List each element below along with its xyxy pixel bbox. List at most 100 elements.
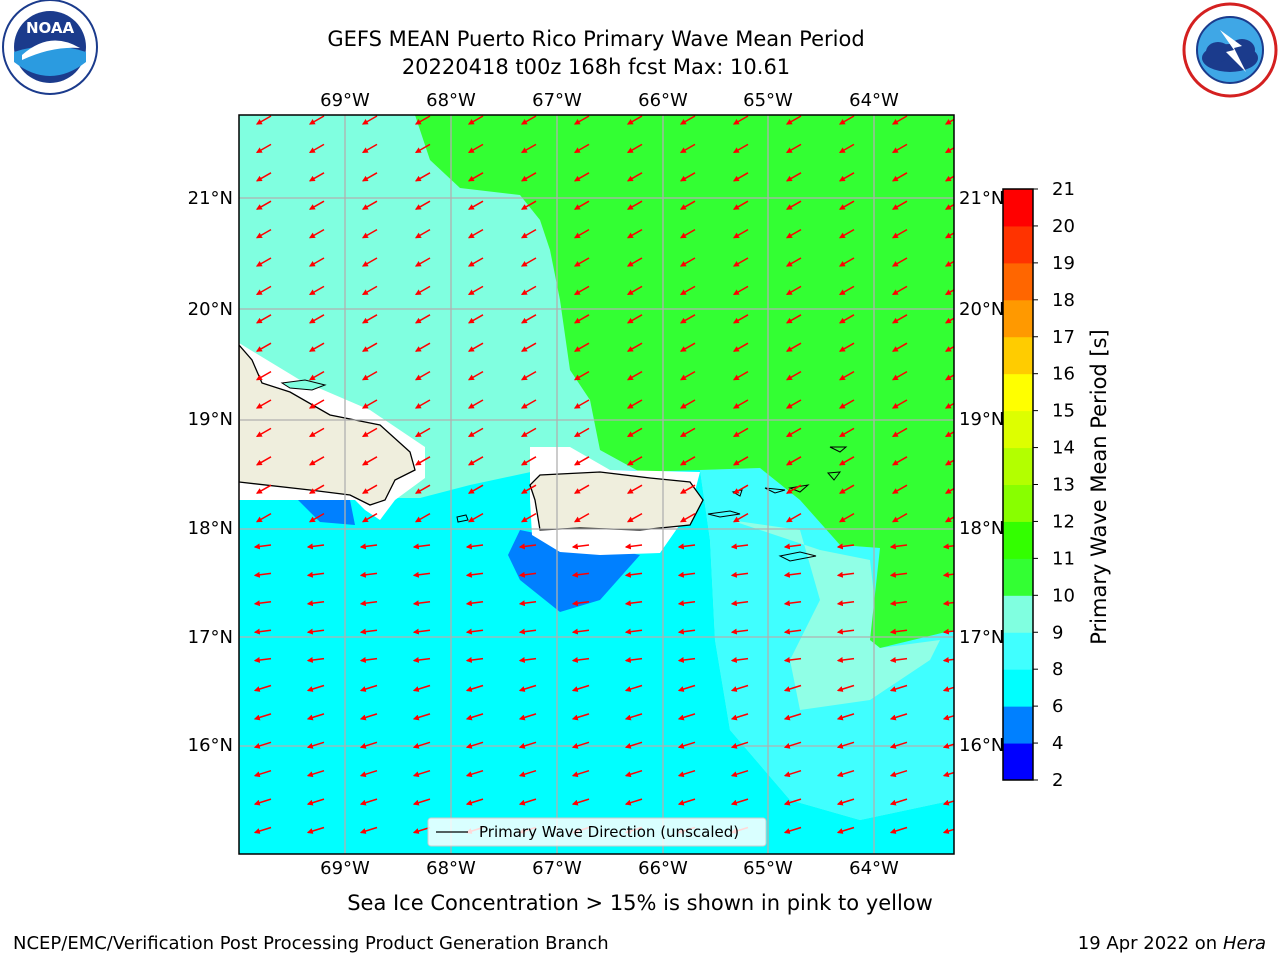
wave-arrow <box>412 543 431 550</box>
st-croix-island <box>778 551 817 562</box>
wave-arrow <box>944 317 954 324</box>
wave-arrow <box>624 798 643 806</box>
wave-arrow <box>306 798 325 806</box>
wave-arrow <box>520 484 537 494</box>
wave-arrow <box>783 826 802 834</box>
wave-arrow <box>889 713 908 721</box>
wave-arrow <box>573 314 590 324</box>
wave-arrow <box>308 456 325 466</box>
wave-arrow <box>571 713 590 721</box>
wave-arrow <box>467 399 484 409</box>
wave-arrow <box>306 628 325 635</box>
wave-arrow <box>467 512 484 523</box>
wave-arrow <box>253 657 272 663</box>
wave-arrow <box>412 798 431 806</box>
wave-arrow <box>942 628 954 635</box>
wave-arrow <box>253 826 272 834</box>
map-legend: Primary Wave Direction (unscaled) <box>427 817 767 847</box>
wave-arrow <box>465 628 484 635</box>
colorbar-tick-label: 21 <box>1052 179 1075 200</box>
wave-arrow <box>626 484 643 494</box>
wave-arrow <box>942 828 954 834</box>
wave-arrow <box>361 143 378 154</box>
wave-arrow <box>838 143 855 154</box>
wave-arrow <box>730 713 749 721</box>
wave-arrow <box>942 600 954 607</box>
wave-arrow <box>361 484 378 494</box>
wave-arrow <box>467 370 484 381</box>
map-frame <box>238 114 955 855</box>
wave-arrow <box>679 456 696 466</box>
wave-arrow <box>838 484 855 494</box>
sombrero-island <box>829 446 848 453</box>
wave-arrow <box>891 314 908 324</box>
wave-arrow <box>785 427 802 438</box>
lon-label-top-65w: 65°W <box>743 90 793 111</box>
wave-arrow <box>467 314 484 324</box>
colorbar-label: Primary Wave Mean Period [s] <box>1087 329 1111 645</box>
wave-arrow <box>732 314 749 324</box>
wave-arrow <box>412 684 431 692</box>
wave-arrow <box>679 228 696 239</box>
wave-arrow <box>785 456 802 466</box>
wave-arrow <box>467 143 484 154</box>
wave-arrow <box>255 512 272 523</box>
colorbar-tick-label: 18 <box>1052 290 1075 311</box>
wave-arrow <box>889 657 908 663</box>
wave-arrow <box>573 370 590 381</box>
wave-arrow <box>361 399 378 409</box>
wave-arrow <box>573 257 590 267</box>
wave-arrow <box>255 427 272 438</box>
wave-arrow <box>414 399 431 409</box>
wave-arrow <box>414 427 431 438</box>
wave-arrow <box>414 115 431 125</box>
wave-arrow <box>573 228 590 239</box>
wave-arrow <box>679 143 696 154</box>
nws-logo <box>1182 2 1278 98</box>
wave-arrow <box>518 684 537 692</box>
wave-arrow <box>308 172 325 182</box>
wave-arrow <box>414 257 431 267</box>
wave-arrow <box>785 484 802 494</box>
footer-host: Hera <box>1222 933 1266 954</box>
colorbar-segment <box>1003 410 1033 449</box>
wave-arrow <box>626 342 643 352</box>
lat-label-right-18n: 18°N <box>959 518 1004 539</box>
wave-arrow <box>838 370 855 381</box>
wave-arrow <box>836 684 855 692</box>
wave-arrow <box>677 684 696 692</box>
lon-label-bottom-66w: 66°W <box>638 858 688 879</box>
wave-arrow <box>414 370 431 381</box>
wave-arrow <box>889 571 908 578</box>
wave-arrow <box>679 512 696 523</box>
wave-arrow <box>783 741 802 749</box>
wave-arrow <box>414 456 431 466</box>
wave-arrow <box>838 427 855 438</box>
wave-arrow <box>679 427 696 438</box>
wave-arrow <box>944 288 954 296</box>
noaa-logo-text: NOAA <box>26 19 75 37</box>
wave-arrow <box>465 769 484 778</box>
anegada-island <box>826 471 842 481</box>
wave-arrow <box>306 657 325 663</box>
colorbar-segment <box>1003 558 1033 596</box>
wave-arrow <box>467 172 484 182</box>
wave-arrow <box>520 143 537 154</box>
wave-arrow <box>677 600 696 607</box>
lon-label-bottom-65w: 65°W <box>743 858 793 879</box>
colorbar-tick-label: 15 <box>1052 401 1075 422</box>
wave-arrow <box>361 427 378 438</box>
lon-labels-top: 69°W 68°W 67°W 66°W 65°W 64°W <box>320 90 899 111</box>
wave-arrow <box>942 571 954 578</box>
wave-arrow <box>520 115 537 125</box>
wave-arrow <box>308 200 325 210</box>
wave-arrow <box>359 798 378 806</box>
wave-arrow <box>571 600 590 607</box>
wave-arrow <box>414 285 431 296</box>
wave-arrow <box>730 684 749 692</box>
wave-arrow <box>785 228 802 239</box>
wave-arrow <box>306 713 325 721</box>
vieques-island <box>707 510 741 518</box>
wave-arrow <box>785 342 802 352</box>
wave-arrow <box>573 399 590 409</box>
